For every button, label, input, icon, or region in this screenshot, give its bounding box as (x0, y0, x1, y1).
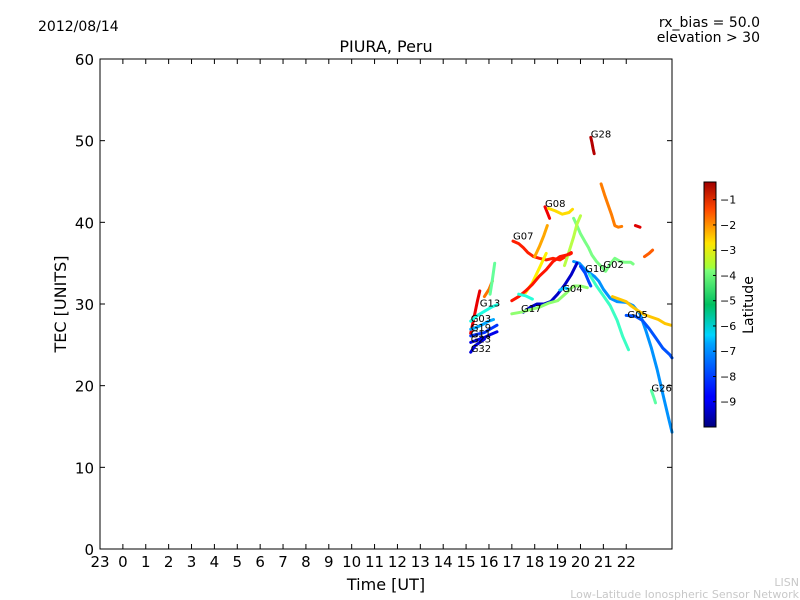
colorbar-tick-label: −7 (720, 345, 736, 358)
satellite-label-layer: G28G08G07G02G10G04G13G17G05G03G19G11G23G… (471, 129, 672, 394)
series-g05 (588, 273, 630, 352)
y-tick-label: 40 (75, 214, 94, 232)
series-g07 (511, 239, 573, 262)
series-g11 (469, 323, 499, 338)
sat-label-g13: G13 (480, 298, 500, 309)
x-tick-label: 18 (525, 553, 544, 571)
sat-label-g19: G19 (471, 323, 491, 334)
elevation-label: elevation > 30 (657, 30, 760, 46)
series-g03 (469, 303, 499, 323)
x-tick-label: 8 (301, 553, 311, 571)
sat-label-g11: G11 (471, 330, 491, 341)
series-g02d (633, 224, 642, 229)
sat-label-g17: G17 (521, 304, 541, 315)
x-tick-label: 5 (233, 553, 243, 571)
sat-label-g07: G07 (513, 232, 533, 243)
series-g05b (611, 295, 673, 327)
axis-layer: 23 0 1 2 3 4 5 6 7 8 9 10 11 12 13 14 15 16 17 18 19 20 21 2201… (75, 51, 672, 571)
x-tick-label: 14 (434, 553, 453, 571)
x-tick-label: 3 (187, 553, 197, 571)
series-g02e (643, 248, 655, 259)
x-axis-label: Time [UT] (346, 575, 425, 594)
y-tick-label: 60 (75, 51, 94, 69)
chart-title: PIURA, Peru (339, 37, 432, 56)
x-tick-label: 11 (365, 553, 384, 571)
y-tick-label: 30 (75, 296, 94, 314)
x-tick-label: 4 (210, 553, 220, 571)
series-g28 (589, 135, 596, 156)
colorbar-tick-label: −2 (720, 219, 736, 232)
sat-label-g32: G32 (471, 344, 491, 355)
series-g26 (649, 389, 657, 405)
date-label: 2012/08/14 (38, 19, 119, 35)
x-tick-label: 7 (278, 553, 288, 571)
series-g07b (533, 224, 549, 259)
colorbar-tick-label: −9 (720, 396, 736, 409)
y-axis-label: TEC [UNITS] (51, 256, 70, 354)
series-g23 (469, 330, 499, 344)
x-tick-label: 10 (342, 553, 361, 571)
x-tick-label: 15 (457, 553, 476, 571)
x-tick-label: 1 (141, 553, 151, 571)
data-layer (469, 135, 674, 434)
colorbar-tick-label: −1 (720, 194, 736, 207)
series-g19 (469, 318, 495, 331)
series-g08 (543, 205, 552, 220)
plot-frame (99, 58, 673, 550)
x-tick-label: 23 (90, 553, 109, 571)
series-g17 (510, 284, 589, 316)
x-tick-label: 13 (411, 553, 430, 571)
x-tick-label: 20 (571, 553, 590, 571)
series-g13c (488, 261, 497, 296)
series-g02b (563, 214, 582, 268)
series-g02 (572, 216, 635, 273)
colorbar-tick-label: −5 (720, 295, 736, 308)
x-tick-label: 21 (594, 553, 613, 571)
sat-label-g04: G04 (562, 284, 582, 295)
colorbar-tick-label: −6 (720, 320, 736, 333)
sat-label-g05: G05 (627, 310, 647, 321)
y-tick-label: 20 (75, 378, 94, 396)
y-tick-label: 0 (84, 541, 94, 559)
x-tick-label: 19 (548, 553, 567, 571)
x-tick-label: 22 (617, 553, 636, 571)
colorbar-tick-label: −8 (720, 370, 736, 383)
colorbar-gradient (703, 181, 717, 428)
y-tick-label: 50 (75, 133, 94, 151)
colorbar: −1 −2 −3 −4 −5 −6 −7 −8 −9 Latitude (703, 181, 757, 428)
x-tick-label: 9 (324, 553, 334, 571)
sat-label-g02: G02 (603, 260, 623, 271)
credit-lisn: LISN (774, 576, 799, 589)
sat-label-g26: G26 (651, 383, 671, 394)
series-g04b (558, 286, 571, 292)
x-tick-label: 2 (164, 553, 174, 571)
series-g10b (579, 264, 593, 288)
sat-label-g28: G28 (591, 129, 611, 140)
colorbar-label: Latitude (741, 276, 757, 334)
rx-bias-label: rx_bias = 50.0 (659, 15, 760, 31)
series-g32 (469, 337, 486, 354)
x-tick-label: 17 (502, 553, 521, 571)
series-g24 (517, 292, 534, 301)
x-tick-label: 6 (255, 553, 265, 571)
colorbar-ticks: −1 −2 −3 −4 −5 −6 −7 −8 −9 (713, 194, 736, 409)
x-tick-label: 0 (118, 553, 128, 571)
sat-label-g10: G10 (585, 264, 605, 275)
sat-label-g23: G23 (471, 334, 491, 345)
series-g05c (624, 313, 674, 360)
x-tick-label: 16 (479, 553, 498, 571)
x-tick-label: 12 (388, 553, 407, 571)
credit-network: Low-Latitude Ionospheric Sensor Network (570, 588, 799, 600)
series-g08b (546, 206, 574, 216)
series-g10 (572, 260, 674, 434)
sat-label-g08: G08 (545, 199, 565, 210)
colorbar-tick-label: −3 (720, 244, 736, 257)
y-tick-label: 10 (75, 459, 94, 477)
series-g02c (599, 182, 624, 229)
colorbar-tick-label: −4 (720, 269, 736, 282)
series-g13 (469, 289, 482, 335)
sat-label-g03: G03 (471, 314, 491, 325)
